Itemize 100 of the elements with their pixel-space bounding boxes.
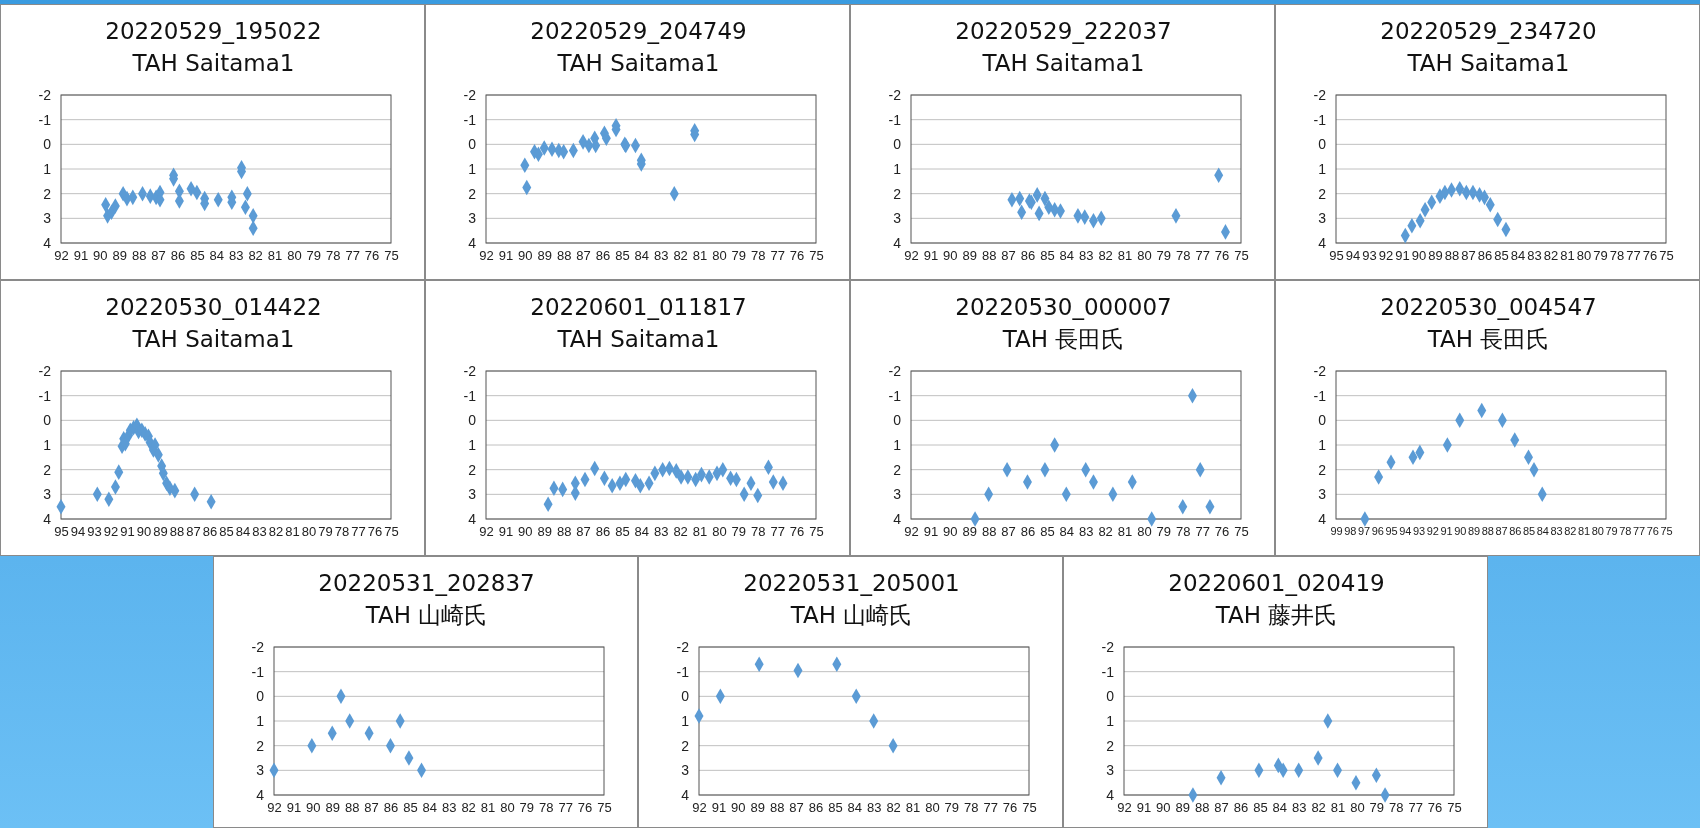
- x-tick-label: 85: [1494, 248, 1509, 264]
- chart-subtitle: TAH Saitama1: [981, 50, 1145, 76]
- x-tick-label: 84: [1059, 248, 1075, 264]
- x-tick-label: 81: [267, 248, 283, 264]
- x-tick-label: 84: [634, 248, 650, 264]
- x-tick-label: 85: [615, 524, 630, 540]
- x-tick-label: 91: [923, 524, 939, 540]
- x-tick-label: 88: [556, 248, 572, 264]
- x-tick-label: 87: [363, 800, 379, 816]
- chart-title: 20220529_204749: [530, 18, 747, 44]
- x-tick-label: 86: [1233, 800, 1248, 816]
- x-tick-label: 83: [653, 524, 669, 540]
- chart-title: 20220529_234720: [1380, 18, 1597, 44]
- x-tick-label: 86: [170, 248, 186, 264]
- y-tick-label: 0: [893, 412, 902, 429]
- x-tick-label: 75: [1659, 248, 1674, 264]
- chart-subtitle: TAH Saitama1: [556, 50, 720, 76]
- x-tick-label: 77: [1626, 248, 1641, 264]
- chart-title: 20220529_222037: [955, 18, 1172, 44]
- x-tick-label: 86: [808, 800, 823, 816]
- x-tick-label: 88: [981, 524, 997, 540]
- x-tick-label: 92: [266, 800, 282, 816]
- x-tick-label: 84: [1536, 524, 1549, 537]
- x-tick-label: 90: [136, 524, 152, 540]
- chart-title: 20220530_004547: [1380, 294, 1597, 320]
- y-tick-label: 2: [680, 737, 689, 754]
- y-tick-label: 0: [1318, 136, 1327, 153]
- x-tick-label: 80: [1576, 248, 1592, 264]
- x-tick-label: 79: [318, 524, 333, 540]
- x-tick-label: 80: [301, 524, 317, 540]
- x-tick-label: 81: [480, 800, 495, 816]
- x-tick-label: 77: [1632, 524, 1646, 537]
- x-tick-label: 84: [235, 524, 251, 540]
- x-tick-label: 75: [809, 524, 824, 540]
- x-tick-label: 79: [1156, 524, 1172, 540]
- y-tick-label: 1: [680, 712, 689, 729]
- y-tick-label: -1: [38, 111, 52, 128]
- y-tick-label: 1: [43, 160, 52, 177]
- y-tick-label: 2: [43, 461, 52, 478]
- x-tick-label: 77: [351, 524, 366, 540]
- x-tick-label: 80: [924, 800, 940, 816]
- y-tick-label: 4: [468, 510, 477, 527]
- y-tick-label: -1: [38, 387, 52, 404]
- x-tick-label: 83: [1291, 800, 1306, 816]
- x-tick-label: 81: [1330, 800, 1345, 816]
- x-tick-label: 91: [498, 248, 514, 264]
- y-tick-label: 3: [893, 486, 902, 503]
- x-tick-label: 93: [1412, 524, 1426, 537]
- chart-subtitle: TAH Saitama1: [1406, 50, 1570, 76]
- x-tick-label: 78: [326, 248, 341, 264]
- y-tick-label: 0: [468, 412, 477, 429]
- x-tick-label: 87: [576, 524, 591, 540]
- x-tick-label: 78: [1609, 248, 1625, 264]
- x-tick-label: 86: [595, 248, 611, 264]
- x-tick-label: 76: [1002, 800, 1017, 816]
- x-tick-label: 77: [1195, 524, 1210, 540]
- x-tick-label: 93: [1362, 248, 1377, 264]
- chart-title: 20220601_011817: [530, 294, 747, 320]
- x-tick-label: 82: [673, 524, 688, 540]
- x-tick-label: 81: [905, 800, 920, 816]
- x-tick-label: 75: [1234, 248, 1249, 264]
- x-tick-label: 75: [1234, 524, 1249, 540]
- x-tick-label: 83: [252, 524, 267, 540]
- x-tick-label: 89: [325, 800, 340, 816]
- chart-title: 20220530_014422: [105, 294, 322, 320]
- y-tick-label: 1: [255, 712, 264, 729]
- y-tick-label: 4: [1318, 234, 1327, 251]
- y-tick-label: 3: [1318, 210, 1327, 227]
- x-tick-label: 92: [54, 248, 69, 264]
- y-tick-label: 4: [680, 786, 689, 803]
- y-tick-label: 3: [1105, 762, 1114, 779]
- x-tick-label: 90: [1155, 800, 1171, 816]
- x-tick-label: 91: [1136, 800, 1151, 816]
- x-tick-label: 86: [1509, 524, 1522, 537]
- x-tick-label: 92: [1426, 524, 1439, 537]
- x-tick-label: 92: [904, 248, 919, 264]
- x-tick-label: 97: [1357, 524, 1371, 537]
- x-tick-label: 86: [383, 800, 398, 816]
- x-tick-label: 87: [788, 800, 804, 816]
- x-tick-label: 81: [1117, 524, 1133, 540]
- x-tick-label: 78: [1176, 248, 1191, 264]
- x-tick-label: 88: [169, 524, 185, 540]
- y-tick-label: 1: [1318, 160, 1327, 177]
- x-tick-label: 92: [691, 800, 707, 816]
- x-tick-label: 79: [1156, 248, 1172, 264]
- y-tick-label: -1: [888, 111, 902, 128]
- x-tick-label: 77: [1195, 248, 1210, 264]
- x-tick-label: 85: [1040, 524, 1055, 540]
- x-tick-label: 90: [730, 800, 746, 816]
- y-tick-label: 1: [1105, 712, 1114, 729]
- chart-subtitle: TAH 藤井氏: [1214, 602, 1337, 628]
- x-tick-label: 84: [847, 800, 862, 816]
- x-tick-label: 94: [70, 524, 86, 540]
- x-tick-label: 92: [1116, 800, 1132, 816]
- y-tick-label: 1: [468, 436, 477, 453]
- y-tick-label: 4: [468, 234, 477, 251]
- y-tick-label: -2: [463, 362, 477, 379]
- x-tick-label: 88: [1194, 800, 1209, 816]
- x-tick-label: 77: [770, 524, 785, 540]
- x-tick-label: 86: [595, 524, 611, 540]
